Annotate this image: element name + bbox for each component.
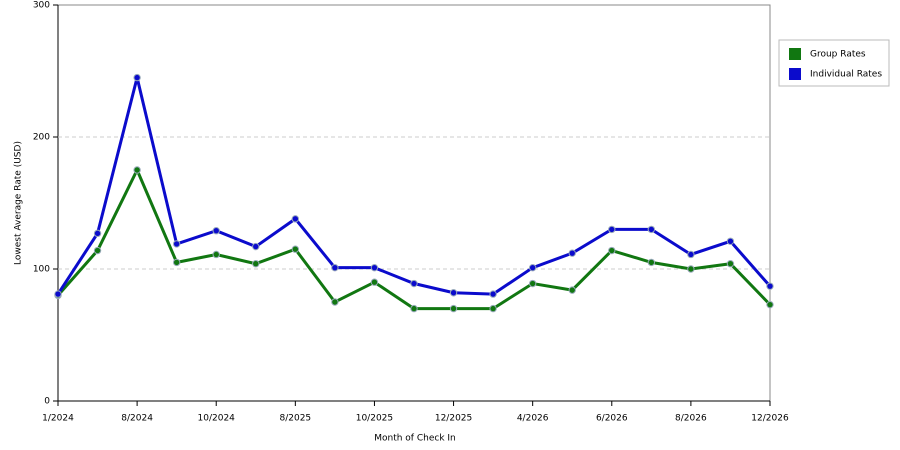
data-point <box>212 250 220 259</box>
data-point <box>568 249 576 257</box>
data-point <box>133 73 141 82</box>
data-point <box>93 229 102 238</box>
data-point <box>410 279 418 288</box>
data-point <box>528 263 537 272</box>
data-point <box>252 242 260 251</box>
legend-swatch <box>789 68 801 80</box>
x-tick-label: 12/2026 <box>751 414 789 424</box>
data-point <box>489 304 497 313</box>
x-tick-label: 4/2026 <box>517 414 549 424</box>
data-point <box>687 250 695 259</box>
data-point <box>687 265 695 273</box>
plot-frame <box>57 4 771 402</box>
data-point <box>252 260 260 268</box>
data-point <box>370 278 379 286</box>
data-point <box>449 289 458 297</box>
data-point <box>93 246 102 255</box>
x-tick-label: 10/2024 <box>198 414 236 424</box>
data-point <box>489 290 497 298</box>
data-point <box>410 304 418 313</box>
y-tick-label: 300 <box>33 1 50 11</box>
data-point <box>54 290 62 298</box>
x-tick-label: 8/2024 <box>121 414 153 424</box>
data-point <box>608 225 616 234</box>
x-tick-label: 12/2025 <box>435 414 472 424</box>
x-tick-label: 6/2026 <box>596 414 628 424</box>
data-point <box>291 215 300 223</box>
y-tick-label: 100 <box>33 265 50 275</box>
data-point <box>212 227 220 235</box>
data-point <box>568 286 576 294</box>
data-point <box>647 258 656 267</box>
data-point <box>726 260 735 268</box>
y-tick-label: 0 <box>44 397 50 407</box>
x-tick-label: 10/2025 <box>356 414 393 424</box>
data-point <box>331 263 339 272</box>
x-tick-label: 8/2026 <box>675 414 707 424</box>
x-axis-title: Month of Check In <box>374 434 456 444</box>
series-line <box>56 77 772 296</box>
y-axis-title: Lowest Average Rate (USD) <box>14 141 24 265</box>
data-point <box>331 298 339 306</box>
data-point <box>647 225 656 234</box>
data-point <box>172 240 181 248</box>
x-tick-label: 8/2025 <box>279 414 311 424</box>
legend-label: Individual Rates <box>810 70 882 80</box>
legend-swatch <box>789 48 801 60</box>
data-point <box>370 263 379 272</box>
y-tick-label: 200 <box>33 133 50 143</box>
data-point <box>291 245 300 253</box>
data-point <box>608 246 616 255</box>
data-point <box>766 282 774 290</box>
data-point <box>766 300 774 309</box>
legend-label: Group Rates <box>810 50 866 60</box>
data-point <box>726 237 735 245</box>
data-point <box>449 304 458 313</box>
data-point <box>133 166 141 174</box>
x-tick-label: 1/2024 <box>42 414 74 424</box>
data-point <box>528 279 537 288</box>
data-point <box>172 258 181 267</box>
